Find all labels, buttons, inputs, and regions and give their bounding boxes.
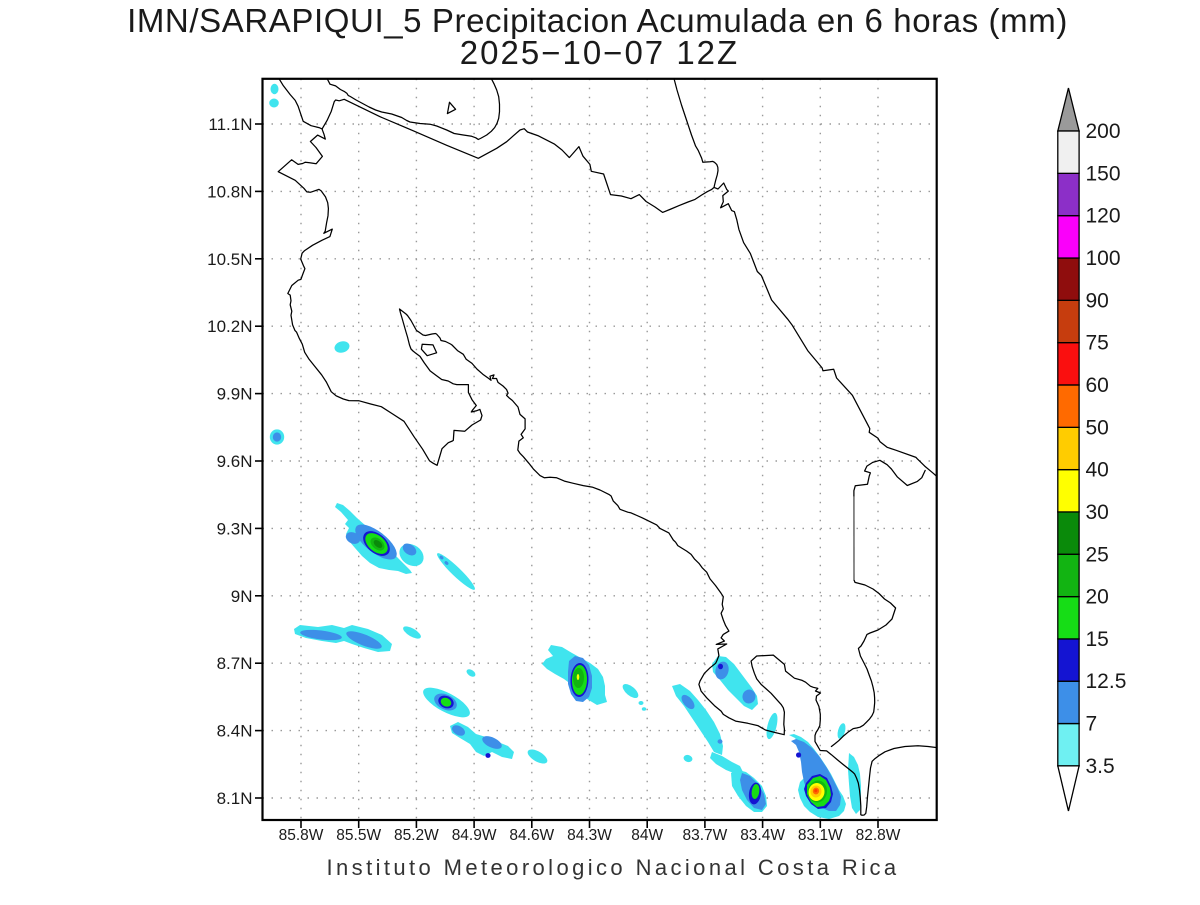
svg-text:83.7W: 83.7W	[682, 827, 727, 844]
svg-text:85.5W: 85.5W	[336, 827, 381, 844]
svg-text:12.5: 12.5	[1086, 670, 1127, 693]
svg-text:30: 30	[1086, 501, 1109, 524]
svg-text:10.5N: 10.5N	[207, 250, 252, 269]
svg-text:50: 50	[1086, 416, 1109, 439]
svg-text:15: 15	[1086, 628, 1109, 651]
svg-text:8.4N: 8.4N	[217, 722, 253, 741]
svg-text:25: 25	[1086, 543, 1109, 566]
svg-text:9.3N: 9.3N	[217, 519, 253, 538]
svg-text:90: 90	[1086, 289, 1109, 312]
svg-text:84.3W: 84.3W	[567, 827, 612, 844]
svg-text:150: 150	[1086, 162, 1121, 185]
svg-text:10.2N: 10.2N	[207, 317, 252, 336]
svg-text:9N: 9N	[231, 587, 253, 606]
svg-text:9.9N: 9.9N	[217, 385, 253, 404]
svg-text:8.7N: 8.7N	[217, 654, 253, 673]
svg-text:200: 200	[1086, 120, 1121, 143]
svg-text:2025−10−07 12Z: 2025−10−07 12Z	[460, 34, 739, 71]
svg-text:Instituto Meteorologico Nacion: Instituto Meteorologico Nacional Costa R…	[327, 855, 900, 880]
svg-text:3.5: 3.5	[1086, 755, 1115, 778]
svg-text:60: 60	[1086, 374, 1109, 397]
svg-text:84W: 84W	[631, 827, 663, 844]
svg-text:8.1N: 8.1N	[217, 789, 253, 808]
svg-text:85.8W: 85.8W	[279, 827, 324, 844]
svg-text:85.2W: 85.2W	[394, 827, 439, 844]
svg-text:83.1W: 83.1W	[798, 827, 843, 844]
svg-text:40: 40	[1086, 459, 1109, 482]
svg-text:10.8N: 10.8N	[207, 182, 252, 201]
svg-text:11.1N: 11.1N	[208, 115, 252, 134]
svg-text:83.4W: 83.4W	[740, 827, 785, 844]
svg-text:9.6N: 9.6N	[217, 452, 253, 471]
svg-text:75: 75	[1086, 332, 1109, 355]
svg-text:82.8W: 82.8W	[856, 827, 901, 844]
svg-text:100: 100	[1086, 247, 1121, 270]
svg-text:20: 20	[1086, 586, 1109, 609]
svg-text:84.9W: 84.9W	[452, 827, 497, 844]
svg-text:7: 7	[1086, 713, 1098, 736]
svg-text:84.6W: 84.6W	[509, 827, 554, 844]
svg-text:120: 120	[1086, 205, 1121, 228]
